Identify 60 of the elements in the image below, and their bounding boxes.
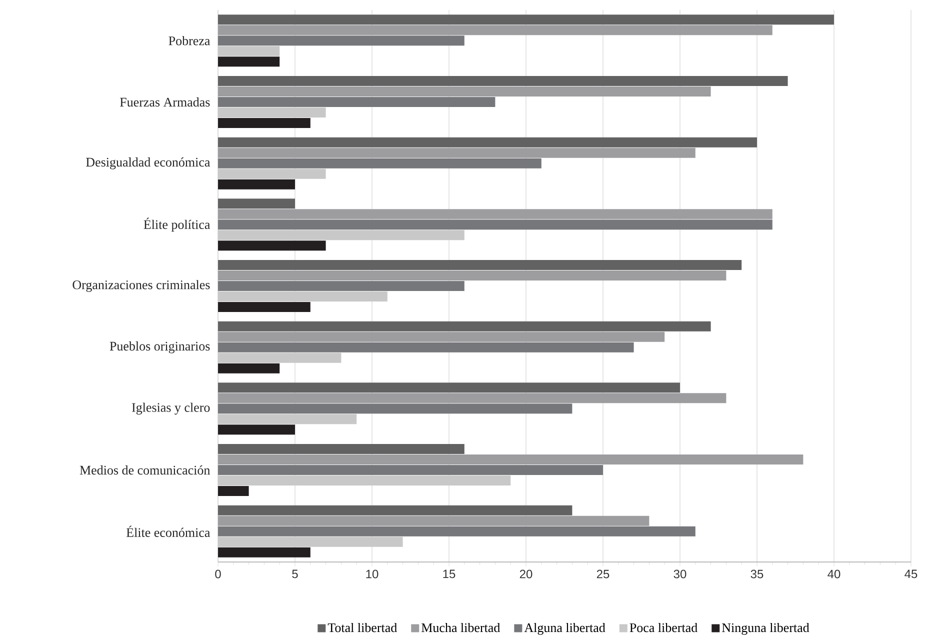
bar	[218, 270, 726, 280]
bar	[218, 158, 542, 168]
bar	[218, 14, 834, 25]
y-tick-label: Élite económica	[126, 526, 210, 537]
bar	[218, 76, 788, 86]
x-tick-label: 40	[828, 570, 840, 578]
x-tick-label: 20	[520, 570, 532, 578]
bar	[218, 148, 696, 158]
legend-label: Poca libertad	[630, 622, 698, 632]
bar	[218, 454, 804, 464]
bar	[218, 118, 310, 128]
bar	[218, 404, 572, 414]
bar	[218, 393, 726, 404]
bar	[218, 281, 464, 291]
bar	[218, 56, 280, 67]
bar	[218, 260, 742, 270]
x-tick-label: 15	[443, 570, 456, 578]
bar	[218, 464, 603, 475]
bar	[218, 321, 711, 332]
y-tick-label: Iglesias y clero	[132, 402, 210, 415]
legend-label: Alguna libertad	[524, 622, 606, 635]
x-tick-label: 35	[750, 570, 764, 578]
y-tick-label: Desigualdad económica	[86, 157, 210, 170]
bar	[218, 547, 310, 558]
bar	[218, 198, 296, 209]
legend-label: Mucha libertad	[422, 622, 500, 632]
bar	[218, 97, 496, 107]
y-tick-label: Organizaciones criminales	[72, 280, 210, 292]
legend-label: Ninguna libertad	[722, 622, 810, 635]
x-tick-label: 45	[904, 570, 918, 578]
x-tick-label: 30	[674, 570, 686, 578]
bar	[218, 444, 464, 454]
bar	[218, 86, 711, 97]
y-tick-label: Medios de comunicación	[80, 465, 210, 475]
x-tick-label: 5	[292, 570, 298, 578]
legend-label: Total libertad	[328, 622, 397, 632]
bar	[218, 302, 310, 312]
bar	[218, 36, 464, 46]
x-tick-label: 25	[596, 570, 610, 578]
y-tick-label: Fuerzas Armadas	[120, 97, 210, 107]
bar	[218, 332, 665, 342]
y-tick-label: Pobreza	[168, 36, 210, 46]
y-tick-label: Élite política	[144, 218, 210, 232]
bar	[218, 382, 680, 393]
bar	[218, 363, 280, 374]
x-tick-label: 10	[366, 570, 378, 578]
y-tick-label: Pueblos originarios	[110, 341, 210, 354]
bar	[218, 25, 772, 36]
bar	[218, 220, 772, 230]
bar	[218, 516, 650, 526]
bar	[218, 486, 249, 496]
bar	[218, 505, 572, 516]
bar	[218, 179, 296, 190]
bar	[218, 209, 772, 220]
bar	[218, 526, 696, 536]
bar	[218, 342, 634, 352]
x-tick-label: 0	[215, 570, 221, 578]
bar	[218, 424, 296, 435]
bar	[218, 137, 757, 148]
bar	[218, 240, 326, 251]
